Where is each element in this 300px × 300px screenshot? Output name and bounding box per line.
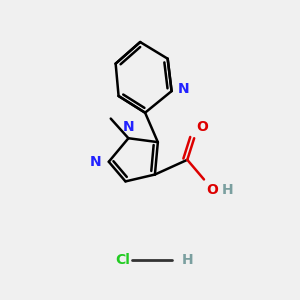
Text: O: O [196, 120, 208, 134]
Text: Cl: Cl [116, 253, 130, 267]
Text: O: O [206, 183, 218, 197]
Text: H: H [182, 253, 193, 267]
Text: H: H [222, 183, 233, 197]
Text: N: N [89, 155, 101, 169]
Text: N: N [123, 120, 134, 134]
Text: N: N [178, 82, 189, 96]
